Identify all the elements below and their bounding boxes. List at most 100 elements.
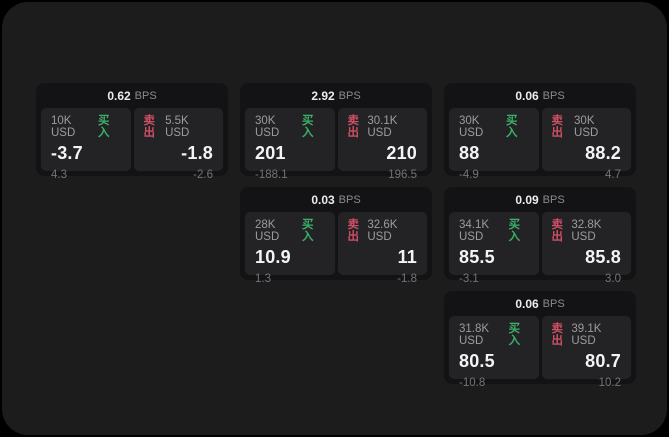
card-header: 0.03 BPS bbox=[240, 187, 432, 212]
sell-price: -1.8 bbox=[181, 143, 213, 163]
bps-value: 2.92 bbox=[311, 88, 335, 103]
bps-unit-label: BPS bbox=[338, 89, 361, 102]
buy-label: 买入 bbox=[301, 115, 314, 139]
sell-panel-top: 卖出 30K USD bbox=[551, 115, 622, 139]
quote-card: 0.03 BPS 28K USD 买入 10.9 1.3 卖出 32.6K US… bbox=[240, 187, 432, 285]
sell-panel[interactable]: 卖出 39.1K USD 80.7 10.2 bbox=[541, 316, 631, 389]
card-body: 30K USD 买入 88 -4.9 卖出 30K USD 88.2 4.7 bbox=[444, 108, 636, 181]
buy-change: -10.8 bbox=[459, 377, 486, 389]
sell-panel[interactable]: 卖出 30.1K USD 210 196.5 bbox=[337, 108, 427, 181]
buy-price: 10.9 bbox=[255, 247, 291, 267]
buy-panel-top: 10K USD 买入 bbox=[51, 115, 121, 139]
sell-price: 210 bbox=[386, 143, 417, 163]
quote-card: 0.09 BPS 34.1K USD 买入 85.5 -3.1 卖出 32.8K… bbox=[444, 187, 636, 285]
bps-unit-label: BPS bbox=[542, 193, 565, 206]
card-body: 28K USD 买入 10.9 1.3 卖出 32.6K USD 11 -1.8 bbox=[240, 212, 432, 285]
sell-label: 卖出 bbox=[347, 115, 360, 139]
quote-card: 0.62 BPS 10K USD 买入 -3.7 4.3 卖出 5.5K USD bbox=[36, 83, 228, 181]
buy-label: 买入 bbox=[505, 115, 518, 139]
buy-change: 1.3 bbox=[255, 273, 271, 285]
buy-panel[interactable]: 28K USD 买入 10.9 1.3 bbox=[245, 212, 335, 285]
buy-label: 买入 bbox=[97, 115, 110, 139]
buy-panel-top: 34.1K USD 买入 bbox=[459, 219, 529, 243]
sell-change: 10.2 bbox=[598, 377, 621, 389]
sell-change: 4.7 bbox=[605, 169, 621, 181]
buy-change: 4.3 bbox=[51, 169, 67, 181]
buy-change: -4.9 bbox=[459, 169, 479, 181]
buy-panel-top: 31.8K USD 买入 bbox=[459, 323, 529, 347]
buy-amount: 28K USD bbox=[255, 219, 280, 243]
buy-price: 80.5 bbox=[459, 351, 495, 371]
bps-unit-label: BPS bbox=[338, 193, 361, 206]
sell-change: -2.6 bbox=[193, 169, 213, 181]
sell-label: 卖出 bbox=[551, 323, 564, 347]
sell-label: 卖出 bbox=[347, 219, 360, 243]
buy-label: 买入 bbox=[508, 219, 521, 243]
sell-panel[interactable]: 卖出 30K USD 88.2 4.7 bbox=[541, 108, 631, 181]
buy-label: 买入 bbox=[508, 323, 521, 347]
buy-price: 201 bbox=[255, 143, 286, 163]
buy-change: -188.1 bbox=[255, 169, 288, 181]
sell-price: 11 bbox=[397, 247, 417, 267]
buy-panel-top: 30K USD 买入 bbox=[255, 115, 325, 139]
sell-price: 85.8 bbox=[585, 247, 621, 267]
sell-amount: 39.1K USD bbox=[571, 323, 602, 347]
bps-value: 0.09 bbox=[515, 192, 539, 207]
buy-panel[interactable]: 30K USD 买入 201 -188.1 bbox=[245, 108, 335, 181]
sell-amount: 5.5K USD bbox=[165, 115, 190, 139]
buy-amount: 31.8K USD bbox=[459, 323, 490, 347]
buy-panel-top: 28K USD 买入 bbox=[255, 219, 325, 243]
sell-change: 196.5 bbox=[388, 169, 417, 181]
sell-label: 卖出 bbox=[551, 219, 564, 243]
buy-panel[interactable]: 10K USD 买入 -3.7 4.3 bbox=[41, 108, 131, 181]
quote-card: 2.92 BPS 30K USD 买入 201 -188.1 卖出 30.1K … bbox=[240, 83, 432, 181]
sell-panel[interactable]: 卖出 32.8K USD 85.8 3.0 bbox=[541, 212, 631, 285]
buy-label: 买入 bbox=[301, 219, 314, 243]
sell-panel-top: 卖出 5.5K USD bbox=[143, 115, 214, 139]
card-header: 2.92 BPS bbox=[240, 83, 432, 108]
card-header: 0.06 BPS bbox=[444, 291, 636, 316]
buy-price: 88 bbox=[459, 143, 480, 163]
sell-amount: 32.8K USD bbox=[571, 219, 602, 243]
sell-price: 88.2 bbox=[585, 143, 621, 163]
buy-panel[interactable]: 34.1K USD 买入 85.5 -3.1 bbox=[449, 212, 539, 285]
card-header: 0.09 BPS bbox=[444, 187, 636, 212]
buy-panel[interactable]: 31.8K USD 买入 80.5 -10.8 bbox=[449, 316, 539, 389]
sell-label: 卖出 bbox=[551, 115, 564, 139]
card-body: 30K USD 买入 201 -188.1 卖出 30.1K USD 210 1… bbox=[240, 108, 432, 181]
sell-panel-top: 卖出 32.8K USD bbox=[551, 219, 622, 243]
sell-change: -1.8 bbox=[397, 273, 417, 285]
sell-label: 卖出 bbox=[143, 115, 156, 139]
bps-value: 0.06 bbox=[515, 88, 539, 103]
bps-value: 0.62 bbox=[107, 88, 131, 103]
buy-amount: 10K USD bbox=[51, 115, 76, 139]
sell-amount: 30K USD bbox=[574, 115, 599, 139]
buy-change: -3.1 bbox=[459, 273, 479, 285]
bps-unit-label: BPS bbox=[542, 297, 565, 310]
sell-panel-top: 卖出 32.6K USD bbox=[347, 219, 418, 243]
sell-amount: 32.6K USD bbox=[367, 219, 398, 243]
bps-value: 0.03 bbox=[311, 192, 335, 207]
bps-unit-label: BPS bbox=[134, 89, 157, 102]
buy-amount: 34.1K USD bbox=[459, 219, 490, 243]
sell-amount: 30.1K USD bbox=[367, 115, 398, 139]
sell-price: 80.7 bbox=[585, 351, 621, 371]
card-body: 10K USD 买入 -3.7 4.3 卖出 5.5K USD -1.8 -2.… bbox=[36, 108, 228, 181]
sell-panel[interactable]: 卖出 5.5K USD -1.8 -2.6 bbox=[133, 108, 223, 181]
quote-card: 0.06 BPS 30K USD 买入 88 -4.9 卖出 30K USD bbox=[444, 83, 636, 181]
bps-value: 0.06 bbox=[515, 296, 539, 311]
buy-amount: 30K USD bbox=[459, 115, 484, 139]
sell-panel[interactable]: 卖出 32.6K USD 11 -1.8 bbox=[337, 212, 427, 285]
buy-panel-top: 30K USD 买入 bbox=[459, 115, 529, 139]
buy-panel[interactable]: 30K USD 买入 88 -4.9 bbox=[449, 108, 539, 181]
buy-price: 85.5 bbox=[459, 247, 495, 267]
bps-unit-label: BPS bbox=[542, 89, 565, 102]
sell-panel-top: 卖出 39.1K USD bbox=[551, 323, 622, 347]
sell-panel-top: 卖出 30.1K USD bbox=[347, 115, 418, 139]
card-body: 34.1K USD 买入 85.5 -3.1 卖出 32.8K USD 85.8… bbox=[444, 212, 636, 285]
buy-amount: 30K USD bbox=[255, 115, 280, 139]
card-header: 0.06 BPS bbox=[444, 83, 636, 108]
card-header: 0.62 BPS bbox=[36, 83, 228, 108]
